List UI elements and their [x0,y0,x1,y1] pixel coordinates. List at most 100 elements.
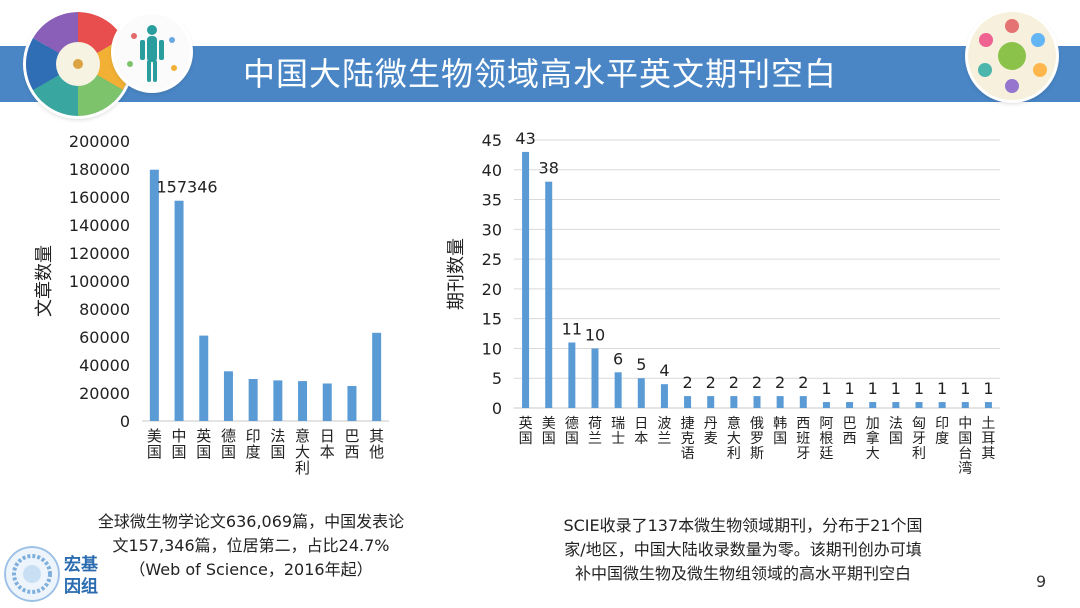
articles-bar-7 [322,383,332,421]
journals-category-label-13-1: 根 [819,431,833,447]
journals-category-label-7-2: 语 [681,446,695,462]
journals-data-label-5: 5 [636,355,646,374]
journals-category-label-15-2: 大 [866,446,880,462]
page-number: 9 [1036,572,1047,591]
left-caption-line1: 全球微生物学论文636,069篇，中国发表论 [97,512,405,531]
journals-category-label-8-1: 麦 [704,431,718,447]
journals-category-label-19-0: 中 [958,416,972,432]
journals-bar-5 [637,378,645,408]
journals-category-label-16-1: 国 [889,431,903,447]
journals-bar-9 [730,396,738,408]
articles-bar-0 [149,169,159,421]
articles-category-label-1-0: 中 [172,427,187,445]
journals-bar-10 [753,396,761,408]
journals-bar-12 [799,396,807,408]
journals-bar-2 [568,342,576,408]
human-body-logo [114,14,190,90]
journals-data-label-18: 1 [937,379,947,398]
journals-y-axis-label: 期刊数量 [446,238,467,310]
right-caption: SCIE收录了137本微生物领域期刊，分布于21个国 家/地区，中国大陆收录数量… [528,514,958,586]
journals-bar-11 [776,396,784,408]
journals-category-label-17-2: 利 [912,446,926,462]
journals-y-tick-label-0: 0 [492,399,502,418]
journals-y-tick-label-9: 45 [482,131,502,150]
journals-bar-19 [961,402,969,408]
journals-category-label-13-0: 阿 [819,416,833,432]
articles-category-label-8-1: 西 [344,443,359,461]
journals-category-label-1-1: 国 [542,431,556,447]
articles-y-tick-label-1: 20000 [79,384,130,403]
articles-bar-9 [372,332,382,421]
right-caption-line2: 家/地区，中国大陆收录数量为零。该期刊创办可填 [564,540,922,559]
journals-category-label-4-1: 士 [611,431,625,447]
journals-data-label-0: 43 [515,129,535,148]
journals-bar-18 [938,402,946,408]
slide-title: 中国大陆微生物领域高水平英文期刊空白 [242,55,837,93]
journals-category-label-11-1: 国 [773,431,787,447]
microbiome-wheel-logo [26,12,130,116]
articles-category-label-0-1: 国 [147,443,162,461]
journals-data-label-9: 2 [729,373,739,392]
journals-data-label-4: 6 [613,349,623,368]
articles-bar-6 [298,381,308,421]
articles-y-tick-label-3: 60000 [79,328,130,347]
journals-category-label-20-2: 其 [981,446,995,462]
journals-category-label-18-0: 印 [935,416,949,432]
right-caption-line1: SCIE收录了137本微生物领域期刊，分布于21个国 [563,516,923,535]
journals-data-label-3: 10 [585,325,605,344]
journals-category-label-16-0: 法 [889,416,903,432]
journals-data-label-17: 1 [914,379,924,398]
articles-category-label-2-1: 国 [196,443,211,461]
journals-data-label-13: 1 [821,379,831,398]
journals-y-tick-label-1: 5 [492,369,502,388]
journals-category-label-5-1: 本 [634,431,648,447]
journals-data-label-6: 4 [659,361,669,380]
articles-y-tick-label-10: 200000 [69,132,130,151]
articles-data-label-1: 157346 [157,178,218,197]
journals-category-label-3-1: 兰 [588,431,602,447]
articles-y-tick-label-9: 180000 [69,160,130,179]
journals-category-label-19-2: 台 [958,446,972,462]
journals-category-label-5-0: 日 [634,416,648,432]
journals-category-label-11-0: 韩 [773,416,787,432]
articles-bar-3 [223,371,233,421]
journals-category-label-9-0: 意 [727,415,741,432]
articles-category-label-7-1: 本 [320,443,335,461]
left-caption: 全球微生物学论文636,069篇，中国发表论 文157,346篇，位居第二，占比… [56,510,446,582]
articles-y-tick-label-6: 120000 [69,244,130,263]
journals-y-tick-label-2: 10 [482,339,502,358]
articles-category-label-3-1: 国 [221,443,236,461]
articles-category-label-6-2: 利 [295,459,310,477]
journals-category-label-9-2: 利 [727,446,741,462]
journals-data-label-14: 1 [844,379,854,398]
articles-category-label-0-0: 美 [147,427,162,445]
articles-y-tick-label-4: 80000 [79,300,130,319]
journals-category-label-6-0: 波 [657,416,671,432]
journals-category-label-3-0: 荷 [588,416,602,432]
journals-bar-15 [869,402,877,408]
journals-category-label-15-0: 加 [866,416,880,432]
journals-category-label-2-0: 德 [565,416,579,432]
journals-bar-8 [707,396,715,408]
journals-bar-6 [660,384,668,408]
articles-bar-5 [273,380,283,421]
journals-category-label-12-2: 牙 [796,446,810,462]
journals-category-label-1-0: 美 [542,416,556,432]
journals-category-label-20-0: 土 [981,416,995,432]
journals-data-label-1: 38 [539,159,559,178]
articles-y-tick-label-2: 40000 [79,356,130,375]
journals-y-tick-label-4: 20 [482,280,502,299]
journals-category-label-17-0: 匈 [912,416,926,432]
journals-data-label-8: 2 [706,373,716,392]
journals-bar-17 [915,402,923,408]
articles-category-label-9-1: 他 [369,443,384,461]
journals-category-label-8-0: 丹 [704,416,718,432]
journals-category-label-15-1: 拿 [866,430,880,447]
journals-category-label-10-0: 俄 [750,416,764,432]
journals-bar-1 [545,181,553,408]
journals-bar-13 [822,402,830,408]
articles-category-label-5-1: 国 [270,443,285,461]
journals-category-label-19-3: 湾 [958,460,972,477]
journals-data-label-2: 11 [562,319,582,338]
journals-category-label-6-1: 兰 [657,431,671,447]
